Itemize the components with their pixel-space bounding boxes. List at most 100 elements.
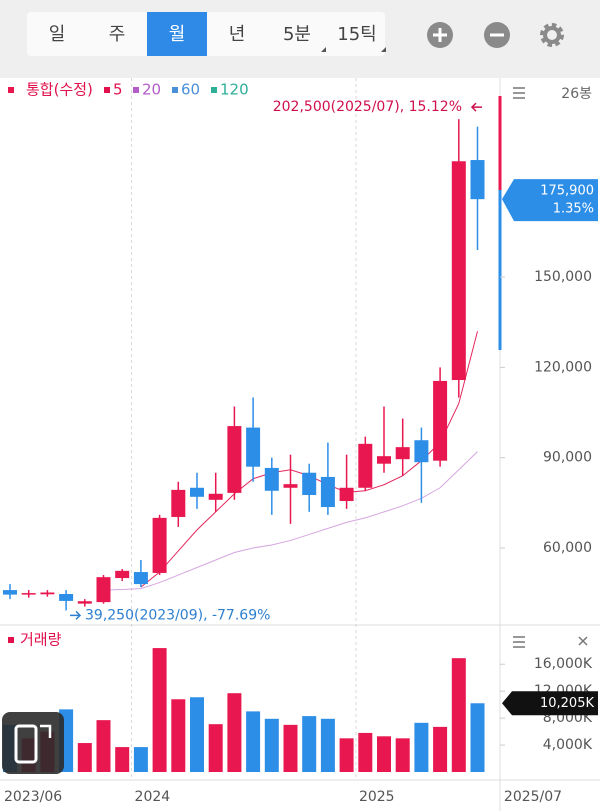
- volume-bar: [283, 724, 298, 772]
- legend-label: 120: [220, 81, 249, 99]
- candle-body: [133, 572, 148, 585]
- tab-dropdown-mark: [381, 47, 386, 52]
- candle-body: [152, 517, 167, 573]
- candle-body: [21, 593, 36, 595]
- candle-body: [358, 443, 373, 488]
- candle-body: [320, 476, 335, 508]
- candle-body: [115, 570, 130, 579]
- tab[interactable]: 월: [169, 24, 186, 45]
- bar-count: 26봉: [561, 86, 592, 102]
- settings-button[interactable]: [540, 23, 564, 47]
- candle-body: [246, 427, 261, 467]
- volume-bar: [152, 648, 167, 772]
- tab[interactable]: 15틱: [337, 24, 376, 45]
- candle-body: [283, 484, 298, 488]
- low-annotation: 39,250(2023/09), -77.69%: [85, 607, 270, 623]
- volume-bar: [133, 747, 148, 772]
- candle-body: [96, 577, 111, 603]
- low-arrow: [70, 610, 82, 620]
- volume-bar: [451, 658, 466, 772]
- volume-close-icon[interactable]: [578, 636, 588, 646]
- candle-body: [470, 160, 485, 200]
- volume-bar: [414, 722, 429, 772]
- x-tick-label: 2024: [135, 789, 171, 805]
- volume-bar: [171, 699, 186, 772]
- y-tick-label: 90,000: [543, 450, 592, 466]
- candle-body: [339, 487, 354, 502]
- candle-body: [264, 467, 279, 491]
- legend-swatch: [133, 87, 139, 93]
- legend-square: [8, 87, 14, 93]
- volume-legend-square: [8, 637, 14, 643]
- volume-bar: [320, 718, 335, 772]
- tab[interactable]: 일: [49, 24, 66, 45]
- tab-dropdown-mark: [321, 47, 326, 52]
- volume-bar: [115, 747, 130, 772]
- price-label: 175,900: [540, 184, 594, 199]
- candle-body: [171, 489, 186, 517]
- volume-bar: [302, 716, 317, 772]
- y-tick-label: 4,000K: [543, 737, 593, 753]
- price-badge: [502, 179, 598, 222]
- rotate-phone: [14, 724, 38, 764]
- volume-bar: [227, 693, 242, 772]
- volume-bar: [358, 732, 373, 772]
- volume-bar: [190, 697, 204, 772]
- volume-bar: [96, 720, 111, 772]
- candle-body: [40, 592, 55, 595]
- legend-title: 통합(수정): [26, 81, 93, 99]
- tab[interactable]: 주: [109, 24, 126, 45]
- volume-bar: [77, 743, 92, 772]
- volume-bar: [377, 736, 391, 772]
- volume-title: 거래량: [20, 631, 62, 649]
- high-arrow: [470, 102, 482, 112]
- ma-line: [103, 451, 478, 591]
- legend-swatch: [211, 87, 217, 93]
- volume-bar: [208, 724, 223, 772]
- menu-icon[interactable]: [513, 87, 525, 99]
- legend-label: 5: [113, 81, 123, 99]
- rotate-bg: [2, 712, 64, 774]
- zoom-out-button[interactable]: [484, 22, 510, 48]
- volume-badge: [502, 691, 598, 716]
- candle-body: [414, 440, 429, 463]
- candle-body: [302, 472, 317, 495]
- volume-bar: [264, 718, 279, 772]
- volume-bar: [339, 738, 354, 772]
- candle-body: [433, 380, 448, 461]
- y-tick-label: 150,000: [534, 269, 592, 285]
- legend-label: 60: [181, 81, 200, 99]
- candle-body: [59, 594, 74, 601]
- volume-bar: [433, 726, 448, 772]
- tab[interactable]: 년: [229, 24, 246, 45]
- volume-last-label: 10,205K: [540, 696, 594, 711]
- active-tab: [147, 12, 207, 56]
- x-tick-label: 2025: [359, 789, 395, 805]
- y-tick-label: 120,000: [534, 359, 592, 375]
- y-tick-label: 16,000K: [534, 656, 593, 672]
- legend-swatch: [104, 87, 110, 93]
- candle-body: [3, 590, 17, 595]
- legend-swatch: [172, 87, 178, 93]
- change-label: 1.35%: [553, 202, 594, 217]
- high-annotation: 202,500(2025/07), 15.12%: [273, 99, 462, 115]
- zoom-in-button[interactable]: [427, 22, 453, 48]
- candle-body: [77, 601, 92, 604]
- candle-body: [190, 487, 204, 497]
- candle-body: [395, 447, 410, 460]
- legend-label: 20: [142, 81, 161, 99]
- volume-menu-icon[interactable]: [513, 636, 525, 648]
- candle-body: [451, 161, 466, 381]
- volume-bar: [246, 711, 261, 772]
- tab[interactable]: 5분: [283, 24, 311, 45]
- rotate-arrow: [40, 724, 52, 738]
- volume-bar: [395, 738, 410, 772]
- candle-body: [208, 493, 223, 500]
- rotate-button[interactable]: [2, 712, 64, 774]
- volume-bar: [470, 703, 485, 772]
- x-tick-label: 2023/06: [4, 789, 62, 805]
- candle-body: [227, 426, 242, 493]
- x-end-label: 2025/07: [504, 789, 562, 805]
